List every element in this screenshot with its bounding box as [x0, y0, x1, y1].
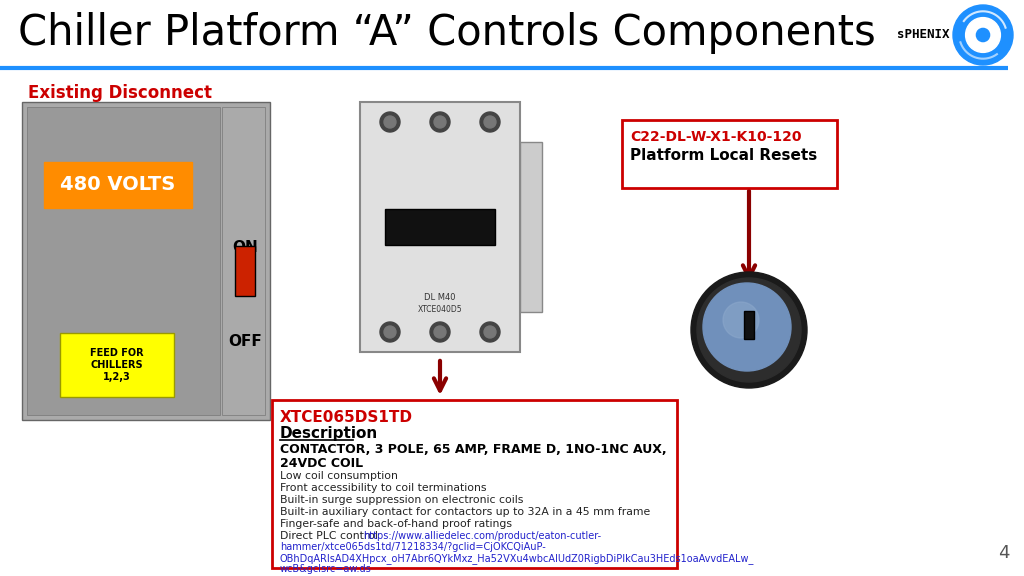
Text: CONTACTOR, 3 POLE, 65 AMP, FRAME D, 1NO-1NC AUX,: CONTACTOR, 3 POLE, 65 AMP, FRAME D, 1NO-… [280, 443, 667, 456]
Circle shape [384, 326, 396, 338]
Circle shape [380, 112, 400, 132]
Circle shape [723, 302, 759, 338]
Circle shape [480, 112, 500, 132]
Text: Built-in auxiliary contact for contactors up to 32A in a 45 mm frame: Built-in auxiliary contact for contactor… [280, 507, 650, 517]
Text: ON: ON [232, 240, 258, 255]
FancyBboxPatch shape [44, 162, 193, 208]
Circle shape [691, 272, 807, 388]
Text: 24VDC COIL: 24VDC COIL [280, 457, 364, 470]
Circle shape [966, 18, 1000, 52]
FancyBboxPatch shape [22, 102, 270, 420]
Circle shape [480, 322, 500, 342]
Text: https://www.alliedelec.com/product/eaton-cutler-: https://www.alliedelec.com/product/eaton… [362, 531, 601, 541]
FancyBboxPatch shape [520, 142, 542, 312]
Text: XTCE065DS1TD: XTCE065DS1TD [280, 410, 413, 425]
FancyBboxPatch shape [622, 120, 837, 188]
Circle shape [484, 116, 496, 128]
FancyBboxPatch shape [272, 400, 677, 568]
Text: Direct PLC control: Direct PLC control [280, 531, 381, 541]
Circle shape [434, 116, 446, 128]
FancyBboxPatch shape [60, 333, 174, 397]
FancyBboxPatch shape [744, 311, 754, 339]
Circle shape [384, 116, 396, 128]
Circle shape [697, 278, 801, 382]
Circle shape [953, 5, 1013, 65]
Text: Front accessibility to coil terminations: Front accessibility to coil terminations [280, 483, 486, 493]
FancyBboxPatch shape [27, 107, 220, 415]
Text: hammer/xtce065ds1td/71218334/?gclid=CjOKCQiAuP-: hammer/xtce065ds1td/71218334/?gclid=CjOK… [280, 542, 546, 552]
FancyBboxPatch shape [385, 209, 495, 245]
Text: 480 VOLTS: 480 VOLTS [60, 176, 176, 195]
Text: Finger-safe and back-of-hand proof ratings: Finger-safe and back-of-hand proof ratin… [280, 519, 512, 529]
Text: Chiller Platform “A” Controls Components: Chiller Platform “A” Controls Components [18, 12, 876, 54]
Circle shape [703, 283, 791, 371]
Text: Built-in surge suppression on electronic coils: Built-in surge suppression on electronic… [280, 495, 523, 505]
Circle shape [977, 28, 989, 41]
Circle shape [434, 326, 446, 338]
Text: Existing Disconnect: Existing Disconnect [28, 84, 212, 102]
Text: XTCE040D5: XTCE040D5 [418, 305, 462, 313]
Circle shape [430, 322, 450, 342]
Text: DL M40: DL M40 [424, 293, 456, 301]
Text: OFF: OFF [228, 335, 262, 350]
Text: OBhDqARIsAD4XHpcx_oH7Abr6QYkMxz_Ha52VXu4wbcAIUdZ0RigbDiPIkCau3HEds1oaAvvdEALw_: OBhDqARIsAD4XHpcx_oH7Abr6QYkMxz_Ha52VXu4… [280, 553, 755, 564]
Text: sPHENIX: sPHENIX [896, 28, 949, 41]
Circle shape [430, 112, 450, 132]
FancyBboxPatch shape [360, 102, 520, 352]
Text: FEED FOR
CHILLERS
1,2,3: FEED FOR CHILLERS 1,2,3 [90, 348, 143, 382]
Text: Description: Description [280, 426, 378, 441]
Text: Low coil consumption: Low coil consumption [280, 471, 398, 481]
Circle shape [484, 326, 496, 338]
Text: wcB&gclsrc=aw.ds: wcB&gclsrc=aw.ds [280, 564, 372, 574]
Text: Platform Local Resets: Platform Local Resets [630, 148, 817, 163]
Text: C22-DL-W-X1-K10-120: C22-DL-W-X1-K10-120 [630, 130, 802, 144]
Text: 4: 4 [998, 544, 1010, 562]
FancyBboxPatch shape [234, 246, 255, 296]
Circle shape [380, 322, 400, 342]
FancyBboxPatch shape [222, 107, 265, 415]
